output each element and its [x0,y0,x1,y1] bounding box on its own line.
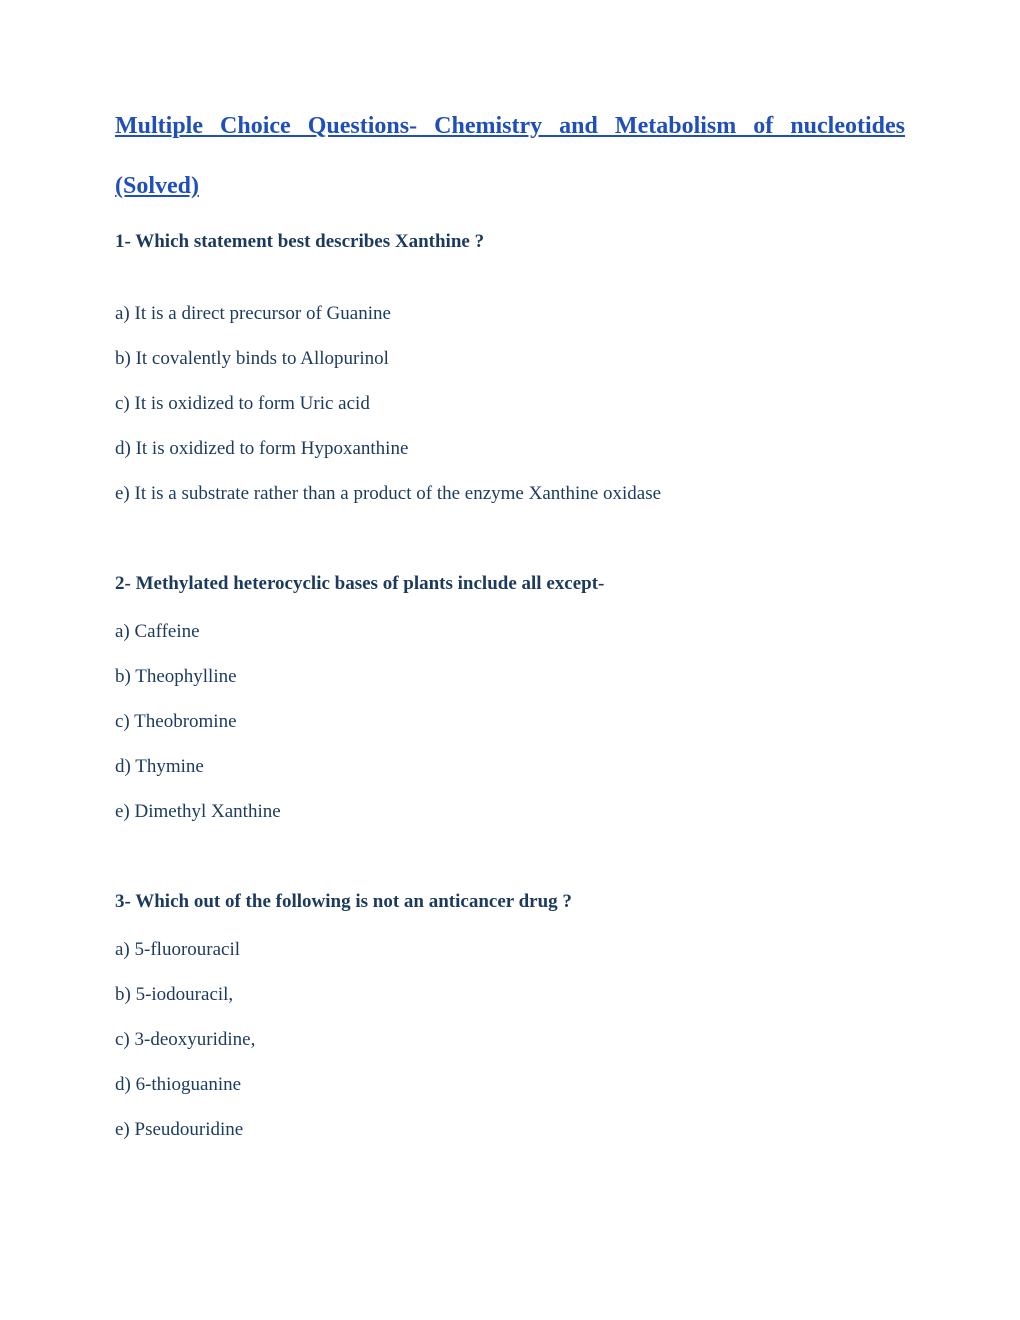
title-line-1: Multiple Choice Questions- Chemistry and… [115,110,905,142]
question-2-option-a: a) Caffeine [115,621,905,643]
question-3-option-a: a) 5-fluorouracil [115,939,905,961]
question-block-1: 1- Which statement best describes Xanthi… [115,231,905,505]
question-2-option-c: c) Theobromine [115,711,905,733]
question-2-option-b: b) Theophylline [115,666,905,688]
question-1-option-c: c) It is oxidized to form Uric acid [115,393,905,415]
question-heading-1: 1- Which statement best describes Xanthi… [115,231,905,253]
title-line-2: (Solved) [115,170,905,202]
question-1-option-a: a) It is a direct precursor of Guanine [115,303,905,325]
question-heading-2: 2- Methylated heterocyclic bases of plan… [115,573,905,595]
question-heading-3: 3- Which out of the following is not an … [115,891,905,913]
question-1-option-e: e) It is a substrate rather than a produ… [115,483,905,505]
question-2-option-e: e) Dimethyl Xanthine [115,801,905,823]
question-3-option-e: e) Pseudouridine [115,1119,905,1141]
question-1-option-d: d) It is oxidized to form Hypoxanthine [115,438,905,460]
question-block-2: 2- Methylated heterocyclic bases of plan… [115,573,905,823]
page-title: Multiple Choice Questions- Chemistry and… [115,110,905,203]
question-3-option-c: c) 3-deoxyuridine, [115,1029,905,1051]
question-block-3: 3- Which out of the following is not an … [115,891,905,1141]
question-3-option-d: d) 6-thioguanine [115,1074,905,1096]
question-2-option-d: d) Thymine [115,756,905,778]
question-1-option-b: b) It covalently binds to Allopurinol [115,348,905,370]
question-3-option-b: b) 5-iodouracil, [115,984,905,1006]
